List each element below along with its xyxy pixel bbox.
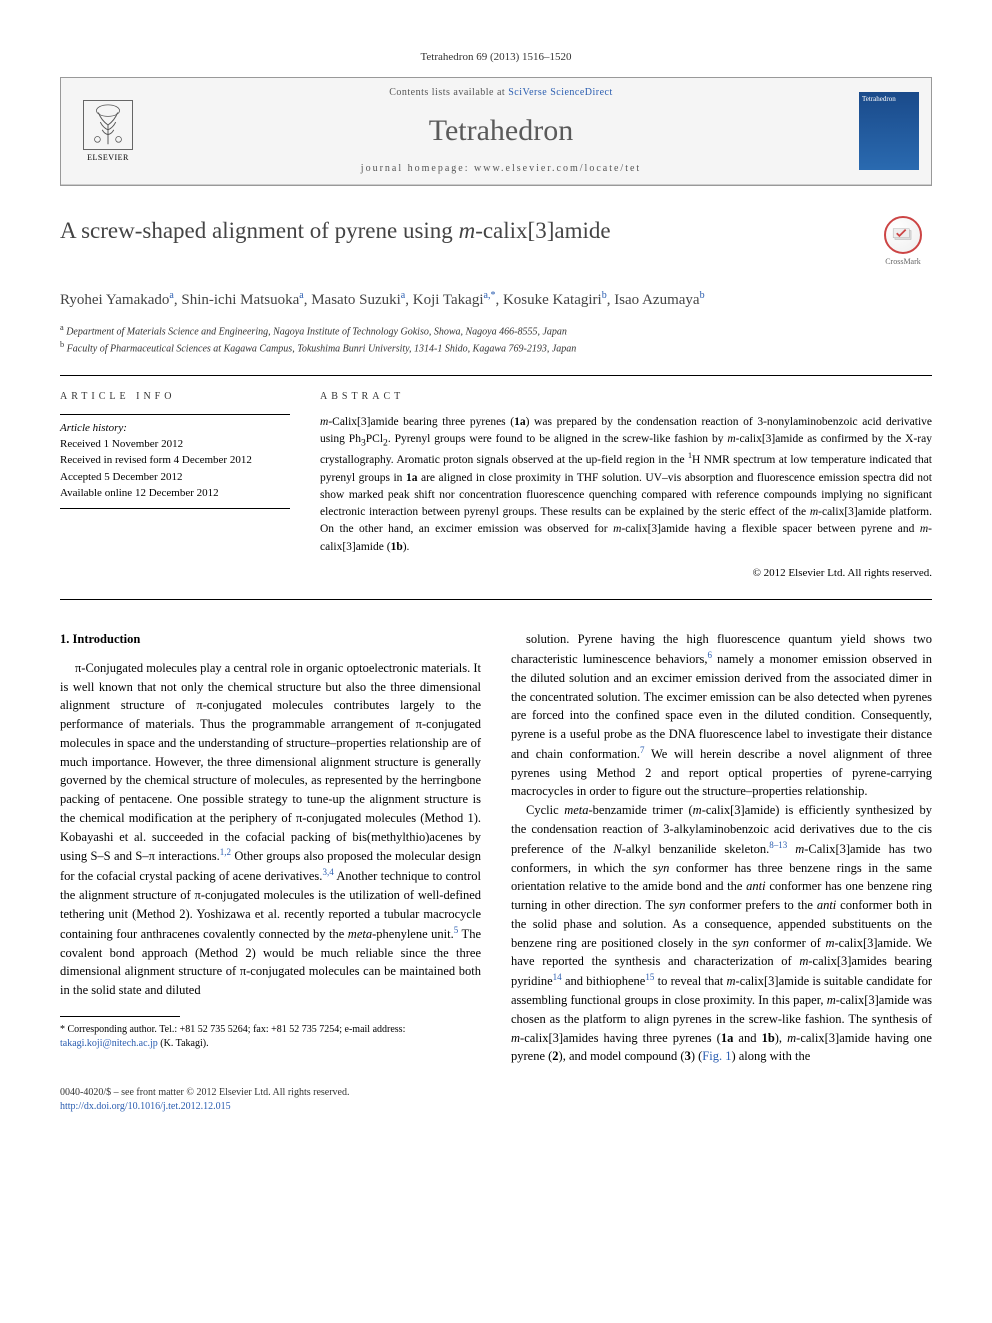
author-list: Ryohei Yamakadoa, Shin-ichi Matsuokaa, M… [60, 288, 932, 312]
history-item: Accepted 5 December 2012 [60, 469, 290, 486]
issn-line: 0040-4020/$ – see front matter © 2012 El… [60, 1086, 349, 1100]
article-info-block: ARTICLE INFO Article history: Received 1… [60, 390, 290, 582]
history-item: Received 1 November 2012 [60, 436, 290, 453]
page-footer: 0040-4020/$ – see front matter © 2012 El… [60, 1086, 932, 1114]
abstract-block: ABSTRACT m-Calix[3]amide bearing three p… [320, 390, 932, 582]
corresponding-author-footnote: * Corresponding author. Tel.: +81 52 735… [60, 1023, 481, 1051]
journal-name: Tetrahedron [155, 110, 847, 152]
elsevier-label: ELSEVIER [87, 152, 129, 163]
author-email-link[interactable]: takagi.koji@nitech.ac.jp [60, 1038, 158, 1049]
affiliations: a Department of Materials Science and En… [60, 322, 932, 357]
abstract-text: m-Calix[3]amide bearing three pyrenes (1… [320, 414, 932, 556]
journal-homepage-line: journal homepage: www.elsevier.com/locat… [155, 162, 847, 176]
affiliation-a: Department of Materials Science and Engi… [66, 326, 567, 337]
divider [60, 375, 932, 376]
body-paragraph: solution. Pyrene having the high fluores… [511, 630, 932, 801]
history-label: Article history: [60, 421, 290, 436]
journal-header-box: ELSEVIER Contents lists available at Sci… [60, 77, 932, 186]
crossmark-icon [884, 216, 922, 254]
contents-available-line: Contents lists available at SciVerse Sci… [155, 86, 847, 100]
body-column-right: solution. Pyrene having the high fluores… [511, 630, 932, 1066]
info-divider [60, 414, 290, 415]
info-divider [60, 508, 290, 509]
abstract-heading: ABSTRACT [320, 390, 932, 404]
abstract-copyright: © 2012 Elsevier Ltd. All rights reserved… [320, 566, 932, 581]
footnote-divider [60, 1016, 180, 1017]
body-column-left: 1. Introduction π-Conjugated molecules p… [60, 630, 481, 1066]
crossmark-badge[interactable]: CrossMark [874, 216, 932, 274]
citation-line: Tetrahedron 69 (2013) 1516–1520 [60, 50, 932, 65]
divider [60, 599, 932, 600]
body-paragraph: π-Conjugated molecules play a central ro… [60, 659, 481, 1000]
homepage-url[interactable]: www.elsevier.com/locate/tet [474, 163, 641, 174]
sciencedirect-link[interactable]: SciVerse ScienceDirect [508, 87, 613, 98]
body-paragraph: Cyclic meta-benzamide trimer (m-calix[3]… [511, 801, 932, 1066]
history-item: Received in revised form 4 December 2012 [60, 452, 290, 469]
elsevier-logo: ELSEVIER [73, 96, 143, 166]
article-info-heading: ARTICLE INFO [60, 390, 290, 404]
article-title: A screw-shaped alignment of pyrene using… [60, 216, 611, 246]
doi-link[interactable]: http://dx.doi.org/10.1016/j.tet.2012.12.… [60, 1101, 231, 1112]
section-heading: 1. Introduction [60, 630, 481, 649]
history-item: Available online 12 December 2012 [60, 485, 290, 502]
affiliation-b: Faculty of Pharmaceutical Sciences at Ka… [67, 344, 577, 355]
crossmark-label: CrossMark [885, 256, 921, 267]
journal-cover-thumbnail: Tetrahedron [859, 92, 919, 170]
body-two-column: 1. Introduction π-Conjugated molecules p… [60, 630, 932, 1066]
contents-prefix: Contents lists available at [389, 87, 508, 98]
